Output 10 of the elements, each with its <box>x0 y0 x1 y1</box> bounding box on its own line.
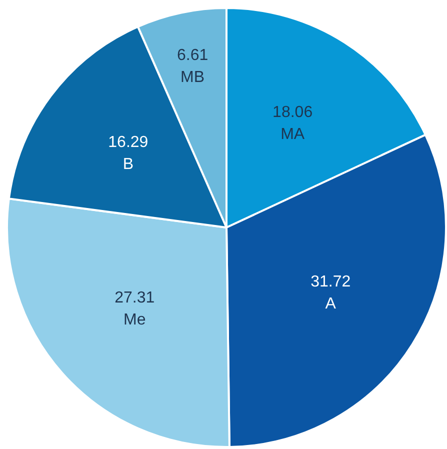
slice-label: MB <box>180 68 205 86</box>
data-label: 31.72 <box>310 273 351 290</box>
slice-label: Me <box>123 312 146 329</box>
data-label: 16.29 <box>108 134 148 152</box>
slice-label: B <box>122 156 134 174</box>
data-label: 18.06 <box>272 104 313 122</box>
slice-label: MA <box>280 126 305 144</box>
data-label: 6.61 <box>176 46 208 64</box>
data-label: 27.31 <box>114 290 155 307</box>
slice-label: A <box>325 295 336 312</box>
